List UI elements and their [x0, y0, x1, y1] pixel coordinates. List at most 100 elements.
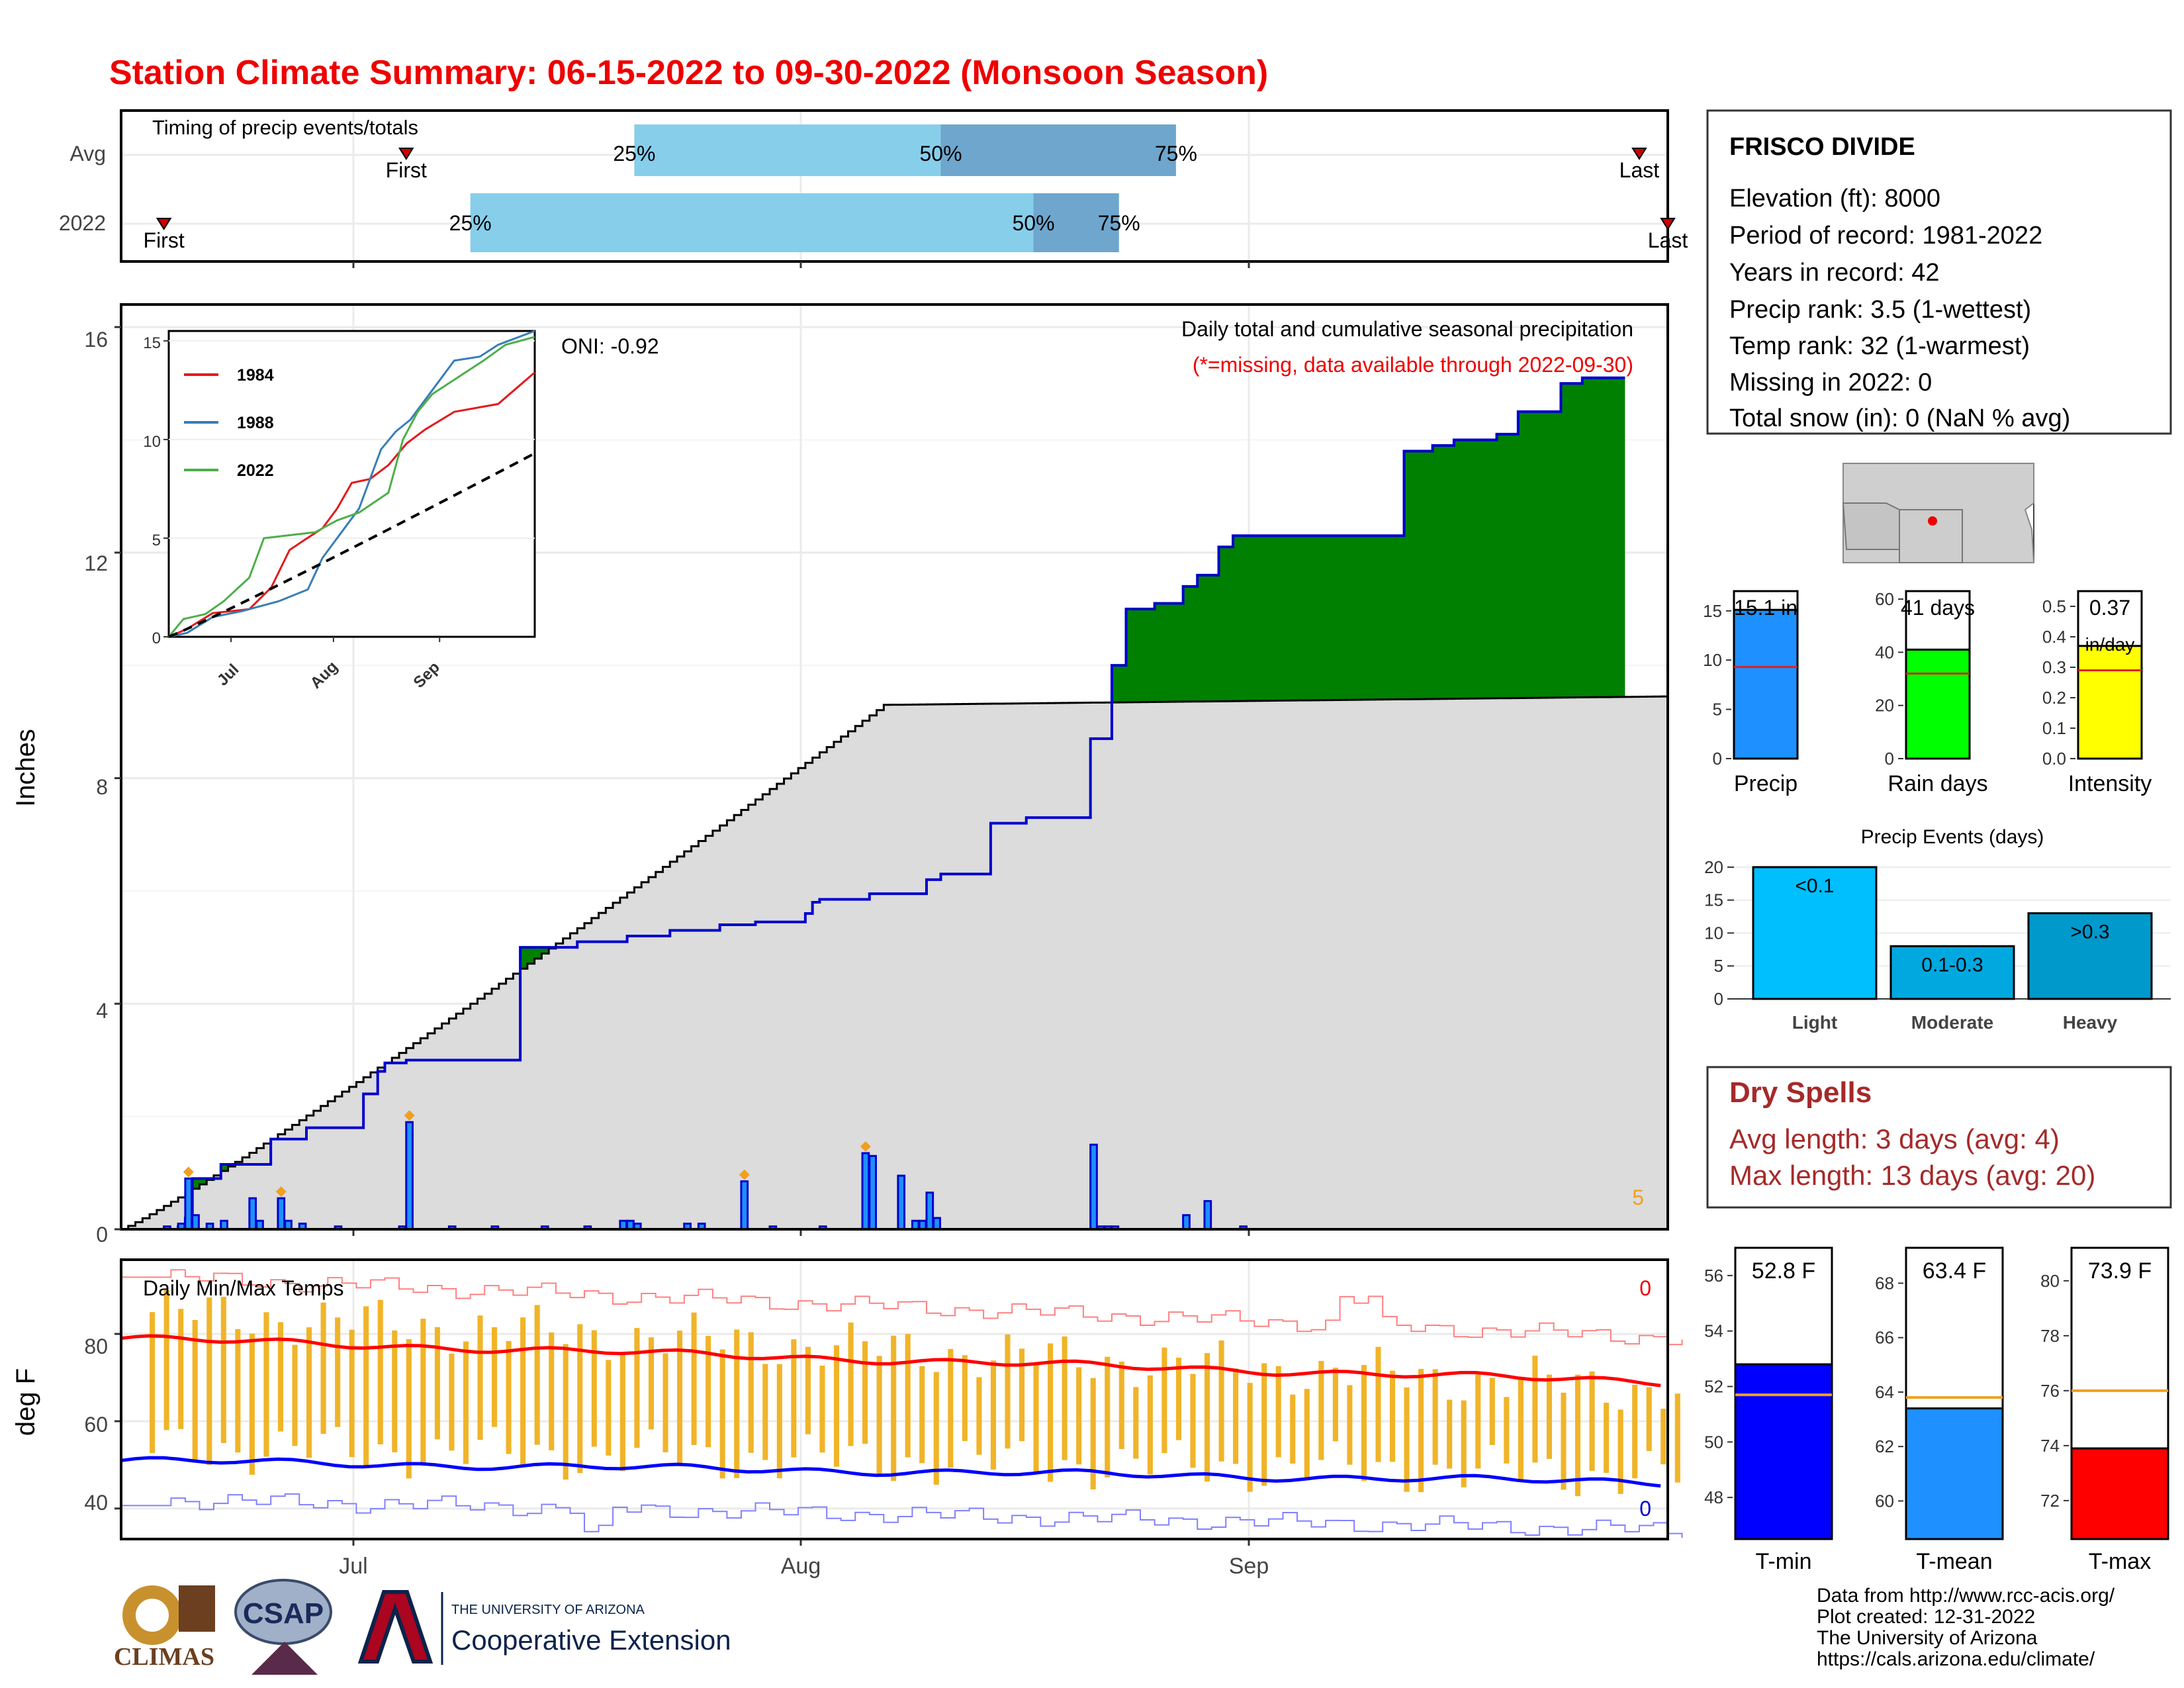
cumulative-2022-line	[121, 376, 1625, 1231]
daily-temp-bar-12	[320, 1302, 326, 1434]
daily-temp-bar-105	[1646, 1387, 1652, 1452]
daily-temp-bar-69	[1133, 1387, 1139, 1459]
daily-temp-bar-70	[1147, 1375, 1153, 1475]
daily-temp-bar-4	[206, 1297, 212, 1465]
daily-temp-bar-92	[1461, 1400, 1467, 1487]
x-axis: Jul Aug Sep	[339, 1554, 1269, 1579]
ua-big-text: Cooperative Extension	[451, 1624, 731, 1656]
temp-panel-label: Daily Min/Max Temps	[143, 1276, 343, 1300]
temp-frame	[120, 1258, 1669, 1540]
daily-temp-bar-1	[163, 1290, 169, 1430]
events-ytick-3: 15	[1704, 890, 1723, 910]
daily-precip-bar-2	[184, 1177, 193, 1231]
xtick-aug: Aug	[781, 1554, 821, 1579]
daily-temp-bar-63	[1048, 1343, 1054, 1482]
daily-temp-bar-25	[506, 1340, 512, 1454]
events-bar-2	[2027, 912, 2153, 1000]
inset-ytick-0: 0	[152, 630, 161, 647]
timing-p75-label-1: 75%	[1098, 211, 1140, 235]
events-title: Precip Events (days)	[1861, 826, 2044, 848]
daily-temp-bar-54	[919, 1366, 925, 1464]
daily-temp-bar-91	[1447, 1399, 1453, 1469]
inset-line-1988	[168, 330, 535, 638]
station-info: FRISCO DIVIDE Elevation (ft): 8000 Perio…	[1706, 109, 2172, 435]
inset-legend-2022: 2022	[237, 461, 274, 480]
summary-bar-2	[2077, 645, 2143, 760]
temp-bar-tick-0-1: 50	[1704, 1432, 1723, 1452]
events-ytick-1: 5	[1714, 956, 1723, 976]
daily-temp-bar-104	[1632, 1384, 1638, 1479]
summary-label-0: Precip	[1734, 771, 1797, 796]
station-frame	[1706, 109, 2172, 435]
missing-note: (*=missing, data available through 2022-…	[1193, 353, 1633, 377]
summary-tick-0-0: 0	[1713, 749, 1722, 769]
daily-precip-bar-38	[1203, 1199, 1212, 1231]
station-period: Period of record: 1981-2022	[1729, 222, 2042, 250]
daily-temp-bar-84	[1347, 1385, 1353, 1465]
daily-precip-bar-31	[925, 1192, 934, 1231]
footer-credits: Data from http://www.rcc-acis.org/ Plot …	[1817, 1585, 2115, 1670]
daily-temp-bar-86	[1375, 1346, 1381, 1462]
daily-temp-bar-8	[263, 1312, 269, 1457]
daily-temp-bar-33	[619, 1354, 625, 1472]
temp-bar-tick-0-3: 54	[1704, 1321, 1723, 1341]
daily-temp-bar-21	[449, 1353, 455, 1451]
station-temp-rank: Temp rank: 32 (1-warmest)	[1729, 332, 2030, 360]
csap-wordmark: CSAP	[243, 1597, 324, 1630]
summary-tick-1-3: 60	[1875, 589, 1894, 609]
daily-temp-bar-80	[1290, 1394, 1296, 1464]
temp-bar-tick-2-3: 78	[2040, 1326, 2060, 1346]
credit-line-4: https://cals.arizona.edu/climate/	[1817, 1648, 2095, 1670]
daily-temp-bar-106	[1661, 1409, 1666, 1465]
inset-line-2022	[167, 336, 535, 637]
daily-temp-bar-37	[677, 1331, 683, 1466]
events-category-1: Moderate	[1911, 1012, 1993, 1033]
map-arizona	[1842, 502, 1900, 550]
timing-first-label-0: First	[386, 158, 427, 182]
daily-temp-bar-51	[876, 1356, 882, 1476]
summary-tick-2-2: 0.2	[2042, 688, 2066, 708]
inset-ytick-15: 15	[143, 334, 161, 352]
timing-bar-25-50-0	[634, 124, 941, 176]
temp-bar-tick-2-2: 76	[2040, 1381, 2060, 1401]
daily-temp-bar-56	[948, 1348, 954, 1468]
summary-label-1: Rain days	[1888, 771, 1987, 796]
daily-temp-bar-58	[976, 1377, 982, 1455]
daily-temp-bar-101	[1589, 1371, 1595, 1471]
temp-bar-tick-1-1: 62	[1875, 1436, 1894, 1456]
daily-temp-bar-14	[349, 1329, 355, 1458]
daily-temp-bar-46	[805, 1346, 811, 1434]
climas-ring-icon	[136, 1599, 169, 1632]
daily-temp-bar-88	[1404, 1387, 1410, 1492]
events-bar-label-0: <0.1	[1795, 875, 1834, 897]
daily-precip-bar-6	[248, 1197, 257, 1231]
summary-tick-0-3: 15	[1703, 601, 1722, 621]
summary-tick-2-5: 0.5	[2042, 596, 2066, 616]
daily-temp-bar-42	[748, 1332, 754, 1453]
logos: CLIMAS CSAP THE UNIVERSITY OF ARIZONA Co…	[114, 1579, 731, 1675]
daily-precip-bar-33	[1089, 1143, 1098, 1231]
temp-ytick-40: 40	[84, 1491, 108, 1515]
precip-ytick-16: 16	[84, 328, 108, 352]
temp-bar-tick-1-3: 66	[1875, 1328, 1894, 1348]
summary-tick-1-1: 20	[1875, 696, 1894, 716]
csap-mountain-icon	[251, 1642, 318, 1675]
daily-temp-bar-34	[634, 1328, 640, 1448]
summary-bar-1	[1905, 648, 1971, 760]
summary-tick-0-1: 5	[1713, 700, 1722, 720]
inset-legend-1988: 1988	[237, 414, 274, 432]
daily-temp-bar-60	[1005, 1334, 1011, 1449]
record-max-count: 0	[1639, 1276, 1651, 1300]
daily-temp-bar-38	[691, 1312, 697, 1445]
daily-precip-bar-26	[861, 1152, 870, 1231]
daily-temp-bar-53	[905, 1334, 911, 1458]
summary-tick-2-3: 0.3	[2042, 657, 2066, 677]
daily-temp-bar-20	[434, 1327, 440, 1440]
daily-temp-bar-28	[549, 1332, 555, 1450]
temp-bar-tick-1-2: 64	[1875, 1382, 1894, 1402]
summary-tick-2-1: 0.1	[2042, 718, 2066, 738]
temp-panel: 40 60 80 deg F Daily Min/Max Temps 0 0	[11, 1258, 1683, 1546]
summary-tick-2-4: 0.4	[2042, 627, 2066, 647]
daily-temp-bar-49	[848, 1322, 854, 1446]
timing-p50-label-1: 50%	[1012, 211, 1054, 235]
